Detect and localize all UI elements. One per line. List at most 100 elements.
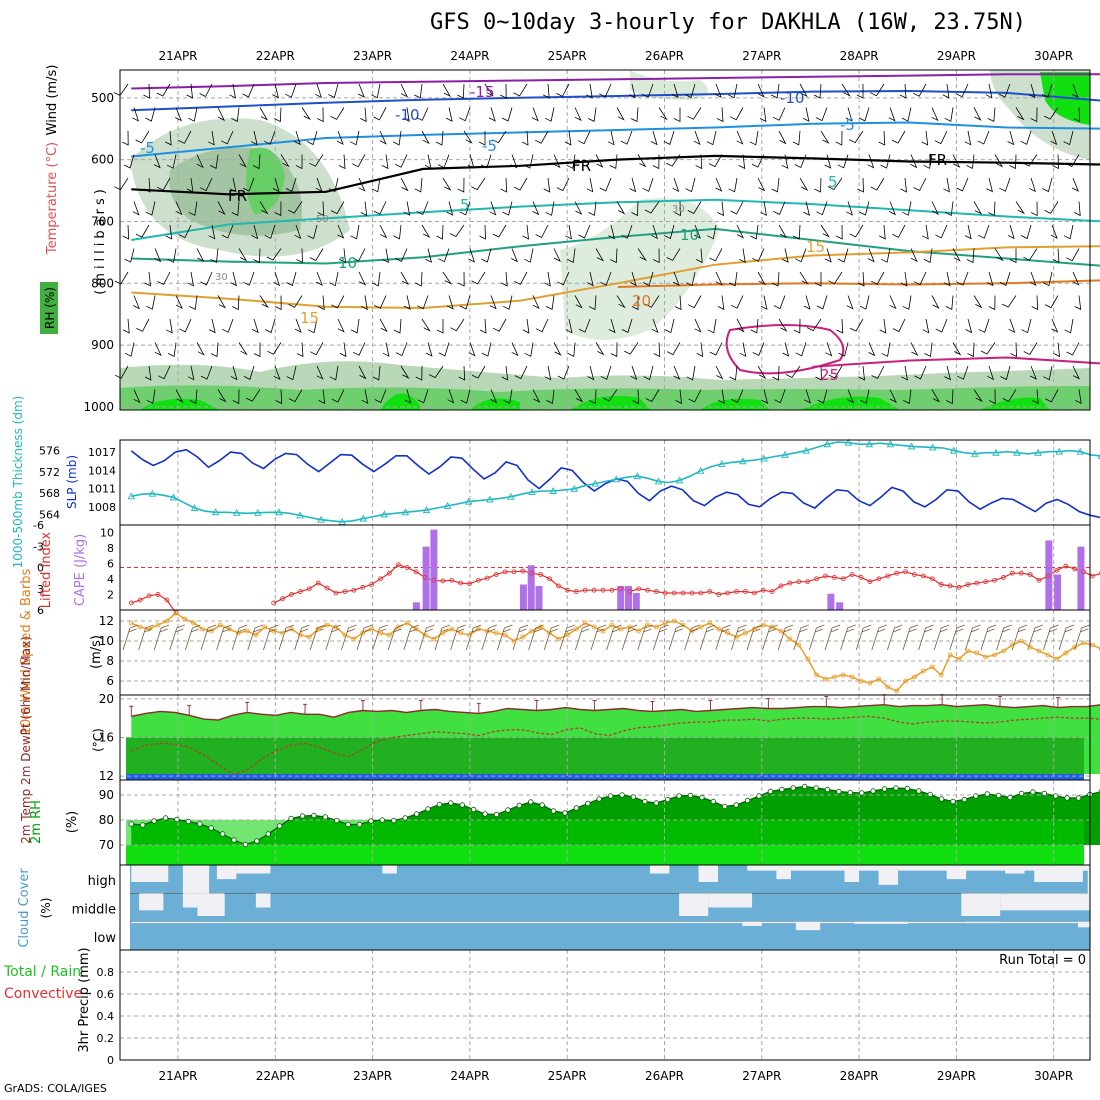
rh-point [562,810,568,816]
wind-barb [493,318,507,332]
wind-barb [588,295,597,311]
wind-speed-point [974,650,980,656]
wind-speed-point [289,626,294,632]
wind-barb-10m [497,624,513,651]
wind-barb [143,177,151,193]
temperature-minmax-bar [940,694,945,705]
wind-barb [870,177,885,191]
wind-barb [696,342,704,358]
wind-barb [286,365,297,381]
wind-barb [153,154,161,169]
wind-speed-point [716,626,722,632]
lifted-index-point [707,589,713,594]
wind-barb [1029,271,1037,287]
lifted-index-point [1001,575,1006,580]
dewpoint-line [131,715,1100,775]
wind-side-label: Wind (m/s) [45,65,60,136]
rh-point [1053,793,1059,799]
cloud-clear-segment [1034,865,1083,882]
wind-barb [374,295,387,309]
wind-barb [331,295,345,309]
wind-barb [293,130,301,146]
wind-axis-label: 10m Wind Speed & Barbs [19,569,34,736]
wind-barb [914,365,927,380]
wind-barb [449,224,465,238]
wind-speed-point [627,624,633,630]
wind-barb [973,107,982,121]
rh-point [790,785,796,791]
wind-barb [232,295,240,311]
rh-point [756,793,762,799]
wind-barb [632,389,639,405]
isotherm-t10 [131,227,1100,267]
wind-barb [178,130,192,144]
wind-barb [329,271,339,287]
rh-point [219,831,226,837]
contour-label: FR [228,187,247,205]
wind-barb [871,271,885,285]
thickness-marker [802,446,810,454]
wind-barb [417,389,429,404]
rh-point [687,792,694,799]
temperature-minmax-bar [534,700,539,711]
wind-barb [1020,130,1032,145]
wind-barb-10m [621,624,638,651]
wind-barb [179,318,192,333]
precip-convective-legend: Convective [4,986,82,1002]
thickness-marker [971,449,979,457]
wind-barb [987,107,996,123]
wind-barb [186,83,193,99]
wind-speed-point [1036,648,1042,654]
lifted-index-point [876,576,882,582]
wind-barb [221,224,234,239]
wind-barb [1041,83,1053,98]
wind-barb [135,224,150,238]
lifted-index-point [1036,577,1042,583]
wind-barb [521,130,529,146]
wind-speed-point [369,626,374,632]
lifted-index-point [475,577,481,583]
lifted-index-point [627,589,633,594]
wind-barb [922,224,929,240]
thickness-marker [992,448,1000,456]
wind-barb [317,107,324,123]
contour-label: -10 [395,106,420,124]
wind-barb [501,365,509,381]
wind-speed-point [903,678,908,684]
wind-barb [435,130,444,146]
lifted-index-point [333,590,339,596]
wind-barb [672,271,680,286]
wind-barb [502,295,513,310]
lifted-index-point [867,579,873,585]
wind-barb [577,130,591,145]
wind-barb [360,201,368,217]
wind-speed-point [698,624,704,630]
wind-barb [450,318,465,332]
wind-barb [114,271,129,285]
wind-barb [587,107,597,123]
wind-barb [901,107,912,122]
pressure-axis-label: (millibars) [93,185,108,295]
isotherm-t25 [812,356,1100,368]
wind-barb [607,130,615,146]
wind-barb [1045,389,1059,403]
wind-barb [1023,248,1038,261]
contour-label: -10 [780,89,805,107]
slp-tick: 1014 [88,464,116,477]
wind-barb [553,248,561,262]
wind-speed-point [885,684,891,690]
wind-barb [1030,365,1037,380]
wind-speed-point [653,624,659,630]
wind-barb-10m [777,624,794,651]
wind-barb [860,389,870,404]
wind-barb-10m [1058,624,1075,651]
lifted-index-point [823,573,828,579]
rh-point [299,813,306,819]
cape-tick: 8 [107,542,114,555]
wind-barb [624,342,639,355]
thickness-marker [654,477,663,485]
wind-speed-point [378,630,383,636]
wind-speed-point [618,626,624,632]
lifted-index-point [1081,569,1086,575]
wind-speed-point [182,616,188,622]
